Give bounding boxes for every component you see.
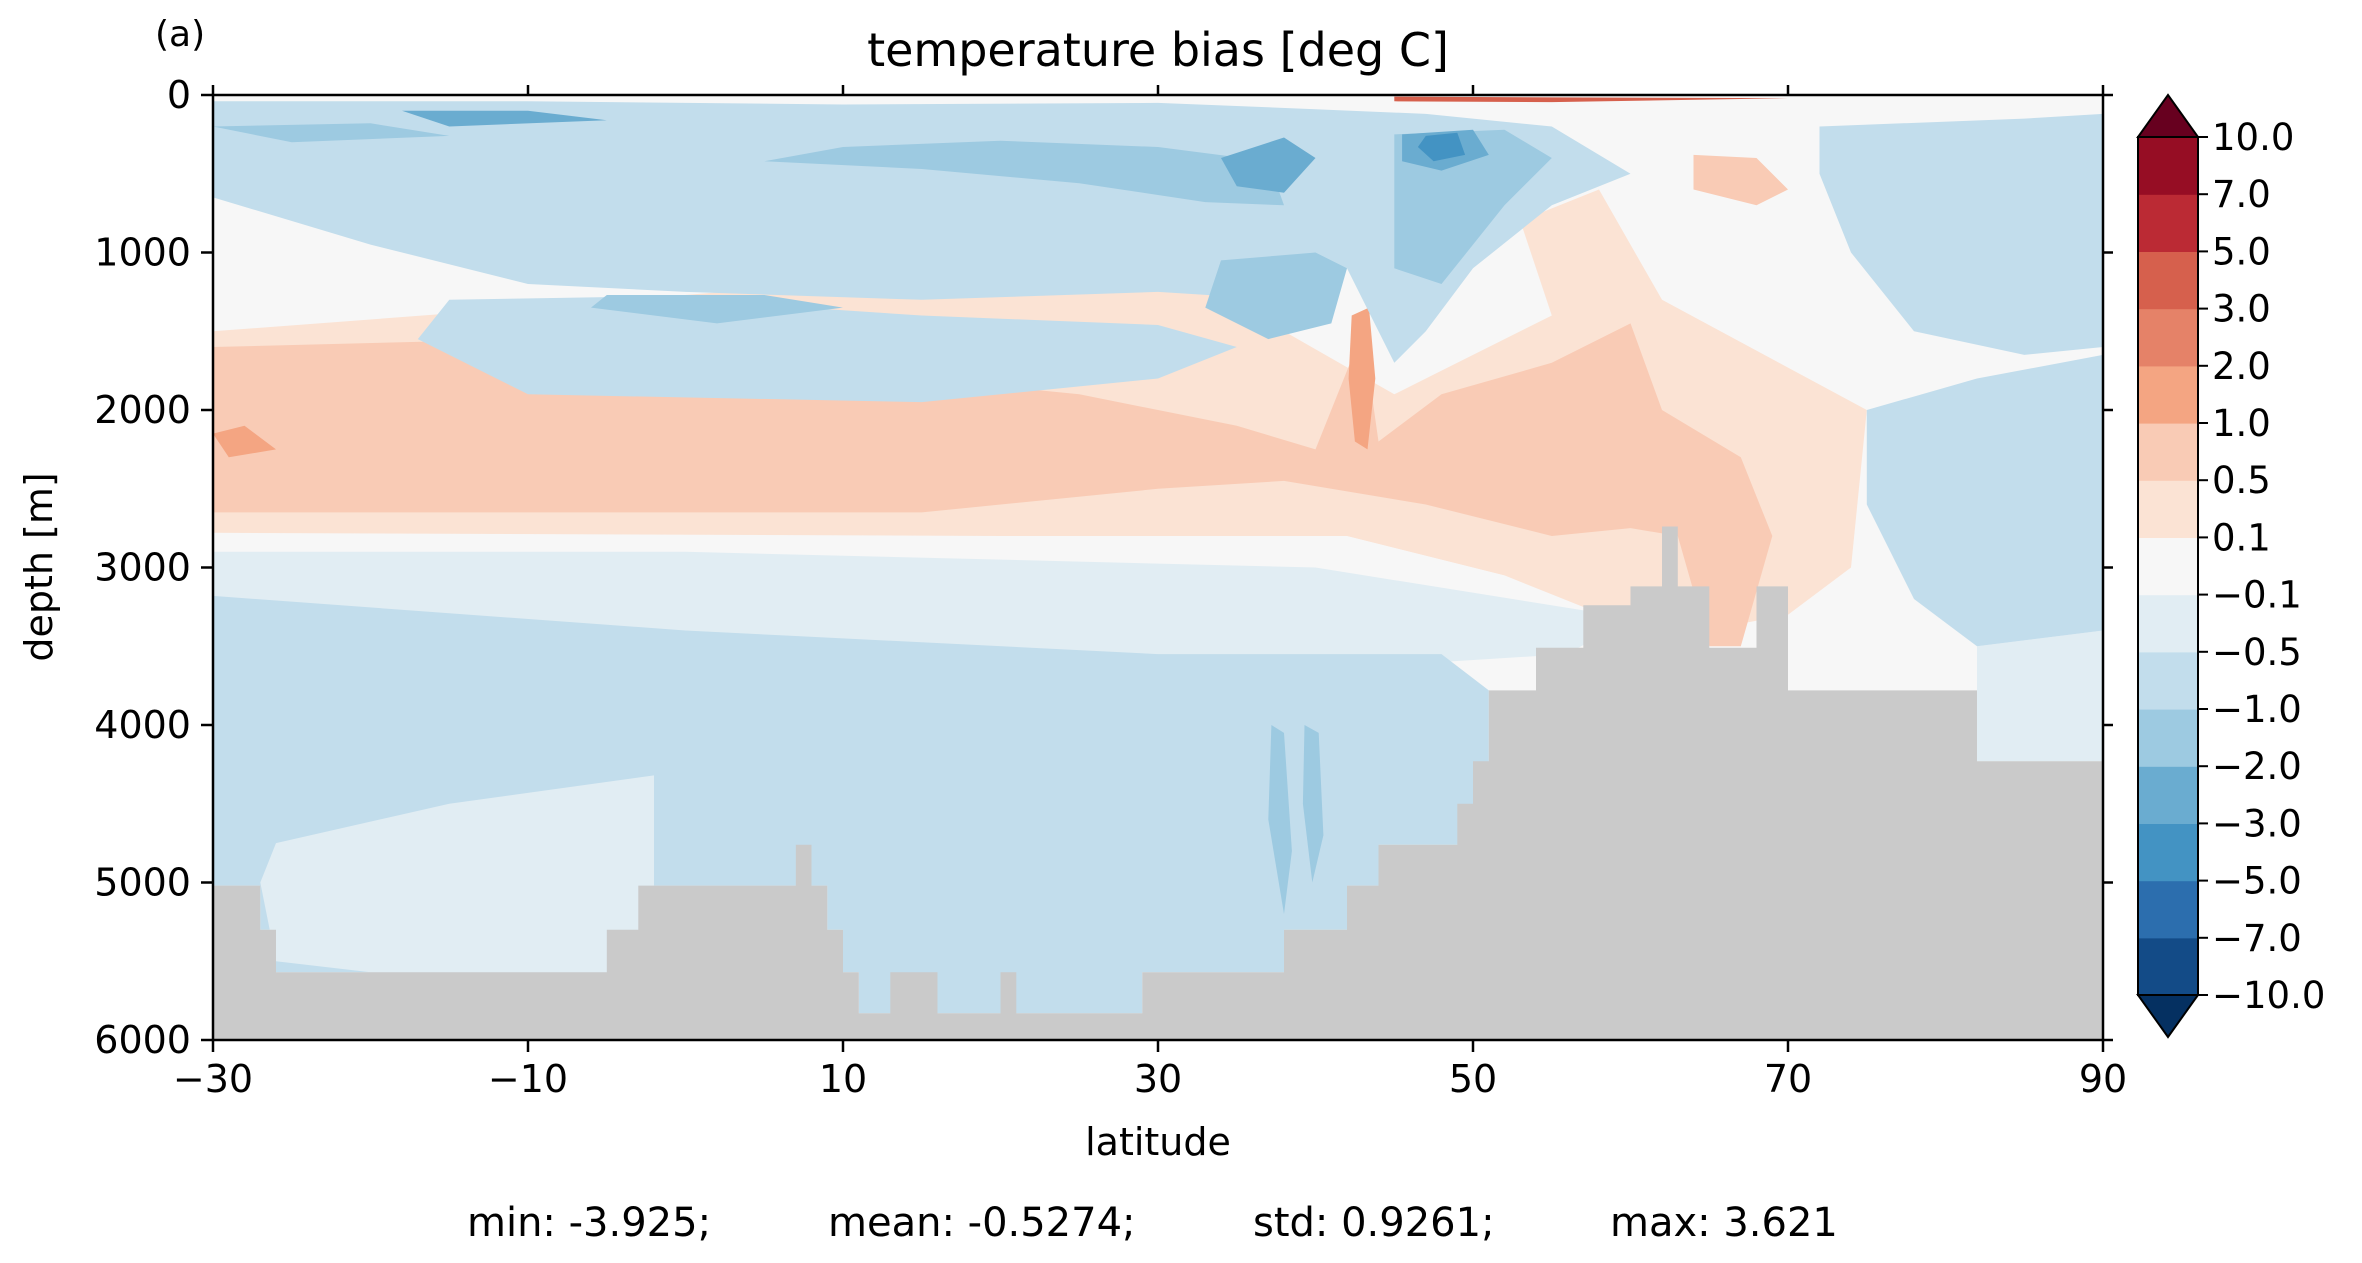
colorbar-tick-label: 2.0 (2212, 345, 2271, 388)
stat-std: std: 0.9261; (1253, 1200, 1495, 1246)
colorbar-tick-label: −10.0 (2212, 974, 2325, 1017)
anomaly-region-16 (213, 123, 450, 143)
anomaly-region-12 (1819, 113, 2103, 355)
anomaly-region-27 (260, 775, 654, 973)
anomaly-region-14 (1205, 252, 1347, 340)
bathymetry-mask (213, 526, 2103, 1040)
colorbar-tick-label: 1.0 (2212, 402, 2271, 445)
y-tick-label: 4000 (94, 703, 191, 747)
colorbar-extend-min (2136, 994, 2200, 1039)
anomaly-region-26 (1302, 725, 1324, 883)
colorbar-tick-label: −0.1 (2212, 574, 2302, 617)
anomaly-region-4 (1348, 307, 1376, 450)
anomaly-region-1 (213, 323, 1773, 647)
colorbar-segment (2138, 480, 2198, 538)
y-axis: 0 1000 2000 3000 4000 5000 6000 (94, 73, 2113, 1062)
stat-mean: mean: -0.5274; (828, 1200, 1136, 1246)
anomaly-region-22 (591, 295, 843, 324)
y-axis-label: depth [m] (17, 472, 61, 661)
anomaly-contours (213, 96, 2103, 1014)
colorbar-frame (2137, 136, 2199, 996)
x-tick-label: −30 (173, 1057, 253, 1101)
anomaly-region-6 (213, 425, 276, 458)
x-axis-label: latitude (1085, 1120, 1231, 1164)
colorbar-tick-label: 10.0 (2212, 116, 2294, 159)
y-tick-label: 5000 (94, 861, 191, 905)
colorbar-tick-label: 3.0 (2212, 288, 2271, 331)
colorbar-tick-label: 0.5 (2212, 459, 2271, 502)
colorbar-segment (2138, 594, 2198, 653)
chart-title: temperature bias [deg C] (867, 23, 1449, 77)
colorbar-tick-label: −2.0 (2212, 745, 2302, 788)
colorbar-tick-label: 7.0 (2212, 173, 2271, 216)
anomaly-region-25 (1268, 725, 1292, 914)
colorbar-tick-label: −0.5 (2212, 631, 2302, 674)
x-tick-label: 90 (2079, 1057, 2127, 1101)
y-tick-label: 3000 (94, 546, 191, 590)
colorbar-segment (2138, 651, 2198, 710)
colorbar-segment (2138, 709, 2198, 767)
anomaly-region-29 (1866, 354, 2103, 647)
colorbar-segment (2138, 251, 2198, 310)
x-tick-label: 10 (819, 1057, 867, 1101)
stat-min: min: -3.925; (467, 1200, 712, 1246)
x-tick-label: 70 (1764, 1057, 1812, 1101)
anomaly-region-28 (1977, 630, 2103, 762)
colorbar-segment (2138, 194, 2198, 252)
colorbar-segment (2138, 823, 2198, 882)
anomaly-region-8 (1693, 154, 1788, 206)
anomaly-region-19 (402, 110, 607, 127)
panel-label: (a) (155, 14, 205, 55)
colorbar-tick-label: −5.0 (2212, 860, 2302, 903)
anomaly-region-13 (764, 140, 1284, 206)
y-tick-label: 0 (167, 73, 191, 117)
y-tick-label: 1000 (94, 231, 191, 275)
colorbar: −10.0 −7.0 −5.0 −3.0 −2.0 −1.0 −0.5 −0.1 0.1 0.5 1… (2136, 93, 2325, 1039)
colorbar-segment (2138, 308, 2198, 367)
y-tick-label: 6000 (94, 1018, 191, 1062)
x-tick-label: 50 (1449, 1057, 1497, 1101)
anomaly-region-17 (1221, 137, 1316, 193)
colorbar-segment (2138, 537, 2198, 596)
stat-max: max: 3.621 (1610, 1200, 1838, 1246)
colorbar-segment (2138, 766, 2198, 824)
colorbar-tick-label: −7.0 (2212, 917, 2302, 960)
colorbar-segment (2138, 365, 2198, 424)
colorbar-extend-max (2136, 93, 2200, 138)
plot-area (213, 95, 2103, 1040)
anomaly-region-20 (1417, 132, 1466, 162)
colorbar-tick-label: −3.0 (2212, 802, 2302, 845)
colorbar-segment (2138, 880, 2198, 939)
colorbar-segment (2138, 937, 2198, 996)
anomaly-region-21 (417, 296, 1237, 403)
colorbar-tick-label: 0.1 (2212, 516, 2271, 559)
colorbar-tick-label: −1.0 (2212, 688, 2302, 731)
x-tick-label: −10 (488, 1057, 568, 1101)
x-tick-label: 30 (1134, 1057, 1182, 1101)
statistics-footer: min: -3.925; mean: -0.5274; std: 0.9261;… (0, 1200, 2362, 1252)
y-tick-label: 2000 (94, 388, 191, 432)
x-axis: −30 −10 10 30 50 70 90 (173, 85, 2127, 1101)
colorbar-segment (2138, 137, 2198, 195)
colorbar-segment (2138, 423, 2198, 481)
chart-canvas: (a) temperature bias [deg C] −30 −10 10 30 5… (17, 14, 2325, 1164)
anomaly-region-9 (1394, 96, 1788, 103)
colorbar-tick-label: 5.0 (2212, 230, 2271, 273)
